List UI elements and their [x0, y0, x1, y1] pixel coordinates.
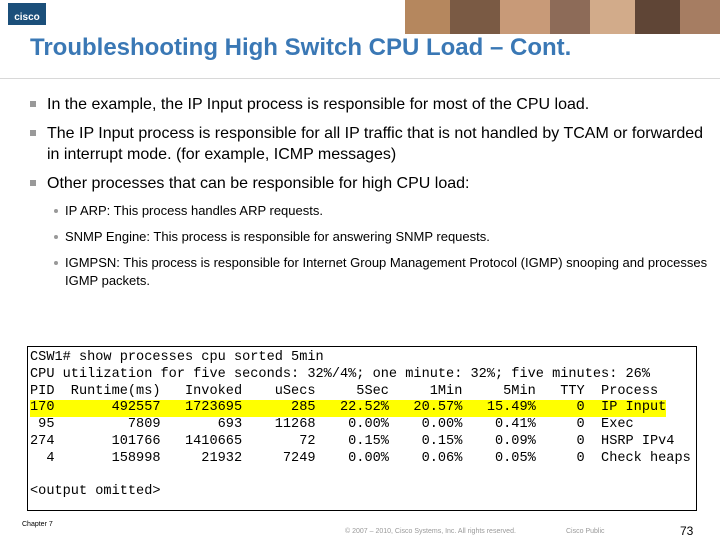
- photo: [635, 0, 680, 34]
- sub-bullet-marker: [54, 261, 58, 265]
- title: Troubleshooting High Switch CPU Load – C…: [30, 34, 572, 61]
- photo: [590, 0, 635, 34]
- photo: [500, 0, 550, 34]
- code-text: 170 492557 1723695 285 22.52% 20.57% 15.…: [30, 400, 667, 418]
- bullet-text: The IP Input process is responsible for …: [47, 125, 704, 163]
- photo: [450, 0, 500, 34]
- code-text: 95 7809 693 11268 0.00% 0.00% 0.41% 0 Ex…: [30, 417, 634, 433]
- code-line: CSW1# show processes cpu sorted 5min: [28, 350, 696, 367]
- bullet-marker: [30, 180, 36, 186]
- code-text: 274 101766 1410665 72 0.15% 0.15% 0.09% …: [30, 433, 675, 449]
- code-line: <output omitted>: [28, 484, 696, 501]
- code-text: CSW1# show processes cpu sorted 5min: [30, 350, 324, 365]
- bullet-marker: [30, 130, 36, 136]
- footer-copyright: © 2007 – 2010, Cisco Systems, Inc. All r…: [345, 528, 516, 535]
- code-line: CPU utilization for five seconds: 32%/4%…: [28, 367, 696, 384]
- code-line: 274 101766 1410665 72 0.15% 0.15% 0.09% …: [28, 434, 696, 451]
- code-text: PID Runtime(ms) Invoked uSecs 5Sec 1Min …: [30, 383, 659, 399]
- divider: [0, 78, 720, 79]
- logo: cisco: [8, 3, 46, 25]
- sub-bullet-text: IGMPSN: This process is responsible for …: [65, 255, 708, 288]
- sub-bullet: IGMPSN: This process is responsible for …: [30, 254, 710, 290]
- sub-bullet-text: IP ARP: This process handles ARP request…: [65, 203, 323, 218]
- code-text: <output omitted>: [30, 484, 161, 500]
- sub-bullet-text: SNMP Engine: This process is responsible…: [65, 229, 490, 244]
- bullet-text: Other processes that can be responsible …: [47, 175, 470, 192]
- code-line: [28, 468, 696, 485]
- bullet-marker: [30, 101, 36, 107]
- code-line: 95 7809 693 11268 0.00% 0.00% 0.41% 0 Ex…: [28, 417, 696, 434]
- code-text: 4 158998 21932 7249 0.00% 0.06% 0.05% 0 …: [30, 450, 691, 466]
- sub-bullet: SNMP Engine: This process is responsible…: [30, 228, 710, 246]
- photo: [680, 0, 720, 34]
- code-line: 170 492557 1723695 285 22.52% 20.57% 15.…: [28, 400, 696, 418]
- code-text: CPU utilization for five seconds: 32%/4%…: [30, 366, 650, 382]
- code-line: PID Runtime(ms) Invoked uSecs 5Sec 1Min …: [28, 384, 696, 401]
- bullet: Other processes that can be responsible …: [30, 173, 710, 194]
- footer-classification: Cisco Public: [566, 528, 605, 535]
- code-line: 4 158998 21932 7249 0.00% 0.06% 0.05% 0 …: [28, 451, 696, 468]
- footer-chapter: Chapter 7: [22, 521, 53, 528]
- code-box: CSW1# show processes cpu sorted 5min CPU …: [27, 346, 697, 511]
- bullet-text: In the example, the IP Input process is …: [47, 96, 590, 113]
- sub-bullet-marker: [54, 235, 58, 239]
- page-number: 73: [680, 524, 694, 538]
- header-band: cisco: [0, 0, 720, 34]
- sub-bullet-marker: [54, 209, 58, 213]
- bullet: In the example, the IP Input process is …: [30, 94, 710, 115]
- sub-bullet: IP ARP: This process handles ARP request…: [30, 202, 710, 220]
- bullet-list: In the example, the IP Input process is …: [30, 94, 710, 298]
- bullet: The IP Input process is responsible for …: [30, 123, 710, 165]
- photo: [550, 0, 590, 34]
- photo: [405, 0, 450, 34]
